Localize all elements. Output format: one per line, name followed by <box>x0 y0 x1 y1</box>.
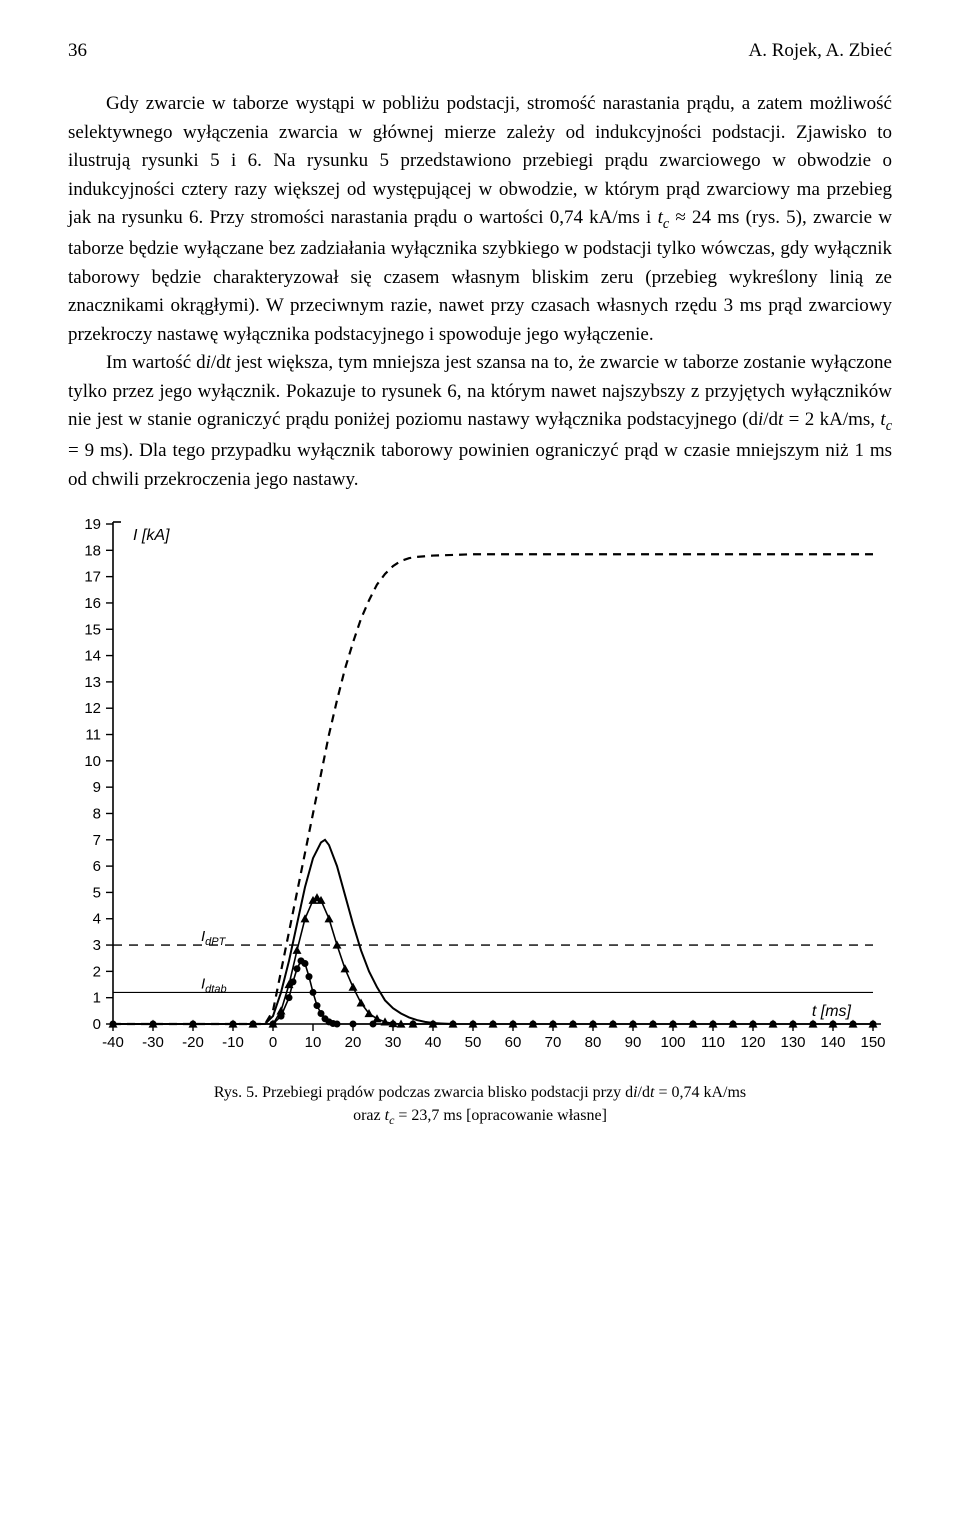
svg-text:0: 0 <box>93 1016 101 1033</box>
paragraph-1: Gdy zwarcie w taborze wystąpi w pobliżu … <box>68 90 892 349</box>
svg-text:I [kA]: I [kA] <box>133 527 170 544</box>
svg-text:10: 10 <box>305 1034 322 1051</box>
svg-text:120: 120 <box>740 1034 765 1051</box>
paragraph-2: Im wartość di/dt jest większa, tym mniej… <box>68 349 892 494</box>
svg-text:30: 30 <box>385 1034 402 1051</box>
svg-text:19: 19 <box>84 516 101 533</box>
svg-text:18: 18 <box>84 543 101 560</box>
svg-text:2: 2 <box>93 964 101 981</box>
page-number: 36 <box>68 40 87 62</box>
svg-text:150: 150 <box>860 1034 885 1051</box>
svg-text:16: 16 <box>84 595 101 612</box>
svg-text:40: 40 <box>425 1034 442 1051</box>
svg-text:-20: -20 <box>182 1034 204 1051</box>
svg-text:13: 13 <box>84 674 101 691</box>
svg-text:90: 90 <box>625 1034 642 1051</box>
svg-text:0: 0 <box>269 1034 277 1051</box>
svg-text:70: 70 <box>545 1034 562 1051</box>
svg-text:80: 80 <box>585 1034 602 1051</box>
svg-text:6: 6 <box>93 858 101 875</box>
svg-text:4: 4 <box>93 911 101 928</box>
svg-text:17: 17 <box>84 569 101 586</box>
svg-text:7: 7 <box>93 832 101 849</box>
svg-text:IdPT: IdPT <box>201 928 227 948</box>
figure-5-chart: 012345678910111213141516171819-40-30-20-… <box>68 516 892 1076</box>
svg-text:3: 3 <box>93 937 101 954</box>
svg-text:14: 14 <box>84 648 101 665</box>
svg-text:5: 5 <box>93 885 101 902</box>
svg-text:100: 100 <box>660 1034 685 1051</box>
svg-text:1: 1 <box>93 990 101 1007</box>
svg-text:12: 12 <box>84 701 101 718</box>
svg-text:Idtab: Idtab <box>201 976 227 996</box>
authors: A. Rojek, A. Zbieć <box>748 40 892 62</box>
svg-text:15: 15 <box>84 622 101 639</box>
svg-text:9: 9 <box>93 780 101 797</box>
svg-text:-10: -10 <box>222 1034 244 1051</box>
svg-text:110: 110 <box>701 1034 725 1051</box>
svg-text:t [ms]: t [ms] <box>812 1003 852 1020</box>
page-header: 36 A. Rojek, A. Zbieć <box>68 40 892 62</box>
svg-text:8: 8 <box>93 806 101 823</box>
svg-text:-30: -30 <box>142 1034 164 1051</box>
svg-text:130: 130 <box>780 1034 805 1051</box>
svg-text:140: 140 <box>820 1034 845 1051</box>
svg-text:60: 60 <box>505 1034 522 1051</box>
svg-text:50: 50 <box>465 1034 482 1051</box>
svg-text:10: 10 <box>84 753 101 770</box>
chart-svg: 012345678910111213141516171819-40-30-20-… <box>68 516 892 1076</box>
svg-text:-40: -40 <box>102 1034 124 1051</box>
svg-text:11: 11 <box>85 727 101 744</box>
figure-5-caption: Rys. 5. Przebiegi prądów podczas zwarcia… <box>68 1082 892 1128</box>
svg-text:20: 20 <box>345 1034 362 1051</box>
